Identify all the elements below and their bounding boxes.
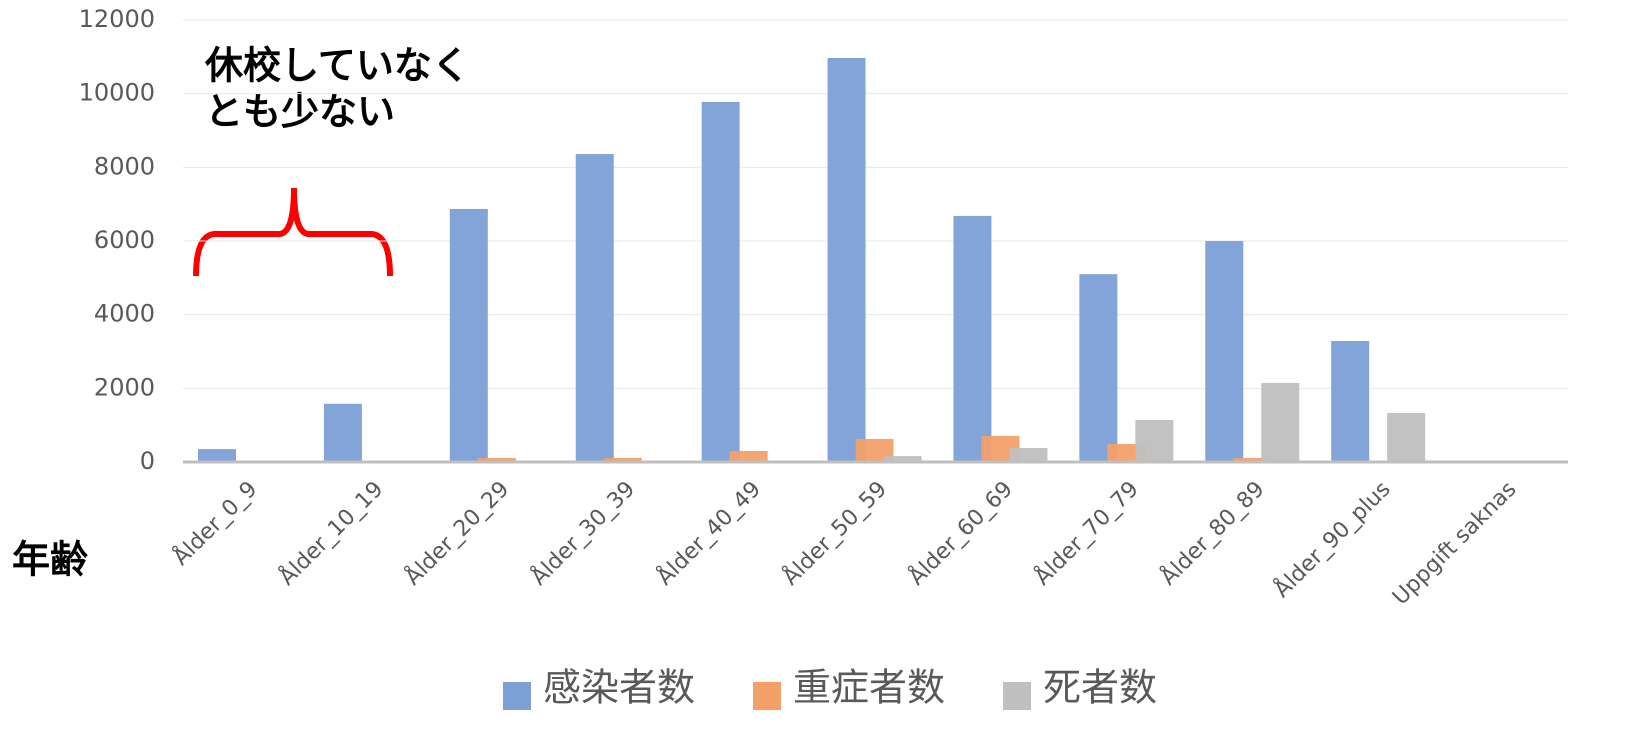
legend-swatch — [1003, 682, 1031, 710]
bar — [1135, 420, 1174, 462]
bar — [1205, 241, 1244, 462]
y-tick-label: 2000 — [94, 373, 155, 401]
y-tick-label: 10000 — [79, 79, 155, 107]
y-tick-label: 12000 — [79, 5, 155, 33]
bar — [477, 457, 516, 462]
bar — [449, 208, 488, 462]
x-tick-label: Ålder_10_19 — [273, 475, 388, 590]
x-tick-label: Ålder_0_9 — [167, 475, 262, 570]
legend-swatch — [753, 682, 781, 710]
x-tick-label: Ålder_50_59 — [777, 475, 892, 590]
bar — [1331, 341, 1370, 462]
bar — [323, 403, 362, 462]
bar — [1261, 382, 1300, 462]
x-axis-label: 年齢 — [12, 538, 88, 582]
x-tick-label: Ålder_80_89 — [1155, 475, 1270, 590]
bar — [1387, 413, 1426, 462]
bar — [1079, 274, 1118, 462]
x-tick-label: Ålder_60_69 — [903, 475, 1018, 590]
legend-label: 重症者数 — [793, 666, 945, 710]
brace — [193, 187, 393, 277]
legend-swatch — [503, 682, 531, 710]
bar — [603, 457, 642, 462]
bar — [701, 101, 740, 463]
bar — [1233, 457, 1272, 462]
x-tick-label: Uppgift saknas — [1388, 477, 1521, 610]
x-tick-label: Ålder_20_29 — [399, 475, 514, 590]
x-tick-label: Ålder_70_79 — [1029, 475, 1144, 590]
bar — [953, 215, 992, 462]
y-tick-label: 0 — [140, 447, 155, 475]
x-tick-label: Ålder_30_39 — [525, 475, 640, 590]
bar — [729, 450, 768, 462]
bar — [575, 154, 614, 462]
annotation: 休校していなく — [204, 44, 470, 88]
legend-label: 死者数 — [1043, 666, 1157, 710]
x-tick-label: Ålder_90_plus — [1268, 475, 1395, 602]
bar — [827, 57, 866, 463]
y-tick-label: 4000 — [94, 300, 155, 328]
y-tick-label: 6000 — [94, 226, 155, 254]
legend-label: 感染者数 — [543, 666, 695, 710]
y-tick-label: 8000 — [94, 152, 155, 180]
bar — [883, 456, 922, 462]
bar — [1009, 448, 1048, 462]
bar — [198, 449, 236, 462]
annotation: とも少ない — [205, 90, 395, 134]
x-tick-label: Ålder_40_49 — [651, 475, 766, 590]
